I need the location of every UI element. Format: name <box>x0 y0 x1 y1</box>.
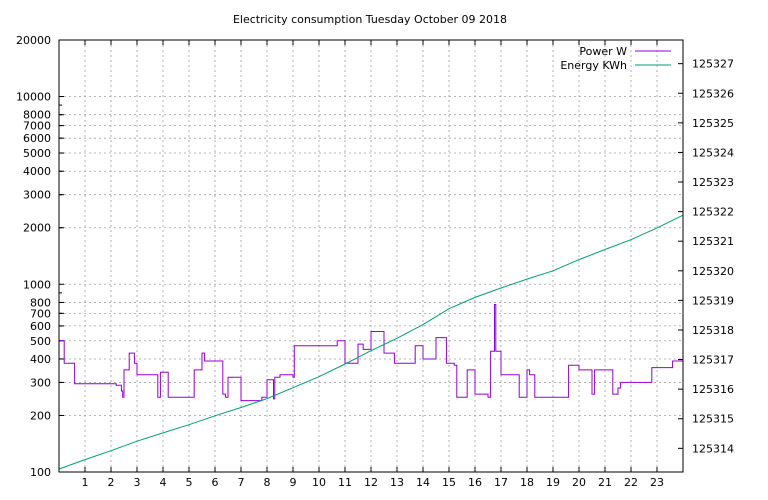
x-tick-label: 16 <box>468 476 482 489</box>
y-tick-label: 2000 <box>23 222 51 235</box>
x-tick-label: 1 <box>82 476 89 489</box>
x-tick-label: 12 <box>364 476 378 489</box>
x-tick-label: 2 <box>108 476 115 489</box>
x-tick-label: 3 <box>134 476 141 489</box>
x-tick-label: 14 <box>416 476 430 489</box>
grid <box>59 39 683 473</box>
x-tick-label: 5 <box>186 476 193 489</box>
y-tick-label: 1000 <box>23 278 51 291</box>
y2-tick-labels: 125314 125315 125316 125317 125318 125319 1253… <box>692 58 734 456</box>
y-tick-label: 200 <box>30 409 51 422</box>
legend-label-0: Power W <box>579 45 627 58</box>
y2-tick-label: 125316 <box>692 383 734 396</box>
y2-tick-label: 125327 <box>692 58 734 71</box>
x-tick-label: 11 <box>338 476 352 489</box>
y-tick-label: 3000 <box>23 189 51 202</box>
chart-title: Electricity consumption Tuesday October … <box>233 13 507 26</box>
x-tick-label: 21 <box>598 476 612 489</box>
y-tick-label: 5000 <box>23 147 51 160</box>
y2-tick-label: 125315 <box>692 413 734 426</box>
series-line-0 <box>59 304 684 402</box>
x-tick-label: 15 <box>442 476 456 489</box>
y-tick-label: 4000 <box>23 165 51 178</box>
x-tick-label: 18 <box>520 476 534 489</box>
legend-label-1: Energy KWh <box>560 59 627 72</box>
y-tick-label: 500 <box>30 335 51 348</box>
x-tick-label: 13 <box>390 476 404 489</box>
y-tick-label: 700 <box>30 307 51 320</box>
x-tick-label: 20 <box>572 476 586 489</box>
y-tick-label: 400 <box>30 353 51 366</box>
x-tick-label: 8 <box>264 476 271 489</box>
x-tick-label: 23 <box>650 476 664 489</box>
y2-tick-label: 125317 <box>692 354 734 367</box>
y2-tick-label: 125318 <box>692 324 734 337</box>
y2-tick-label: 125323 <box>692 176 734 189</box>
x-tick-labels: 1 2 3 4 5 6 7 8 9 10 11 12 13 14 15 16 17 18 19 20 21 22 23 <box>82 476 665 489</box>
y2-tick-label: 125321 <box>692 235 734 248</box>
y-tick-label: 300 <box>30 376 51 389</box>
series-line-1 <box>58 214 684 470</box>
x-tick-label: 17 <box>494 476 508 489</box>
x-tick-label: 4 <box>160 476 167 489</box>
y-tick-label: 20000 <box>16 34 51 47</box>
series-group <box>58 214 684 470</box>
y-tick-label: 7000 <box>23 120 51 133</box>
y2-tick-label: 125319 <box>692 294 734 307</box>
x-tick-label: 6 <box>212 476 219 489</box>
y2-tick-label: 125314 <box>692 442 734 455</box>
y-tick-label: 800 <box>30 296 51 309</box>
y-tick-label: 600 <box>30 320 51 333</box>
y-tick-label: 10000 <box>16 91 51 104</box>
x-tick-label: 10 <box>312 476 326 489</box>
x-tick-label: 22 <box>624 476 638 489</box>
plot-frame <box>58 39 684 473</box>
y2-tick-label: 125326 <box>692 87 734 100</box>
y-tick-label: 100 <box>30 466 51 479</box>
y2-tick-label: 125324 <box>692 146 734 159</box>
x-tick-label: 19 <box>546 476 560 489</box>
x-tick-label: 7 <box>238 476 245 489</box>
y-tick-label: 6000 <box>23 132 51 145</box>
y2-tick-label: 125320 <box>692 265 734 278</box>
y2-tick-label: 125325 <box>692 117 734 130</box>
x-tick-label: 9 <box>290 476 297 489</box>
y-tick-label: 8000 <box>23 109 51 122</box>
y2-tick-label: 125322 <box>692 206 734 219</box>
